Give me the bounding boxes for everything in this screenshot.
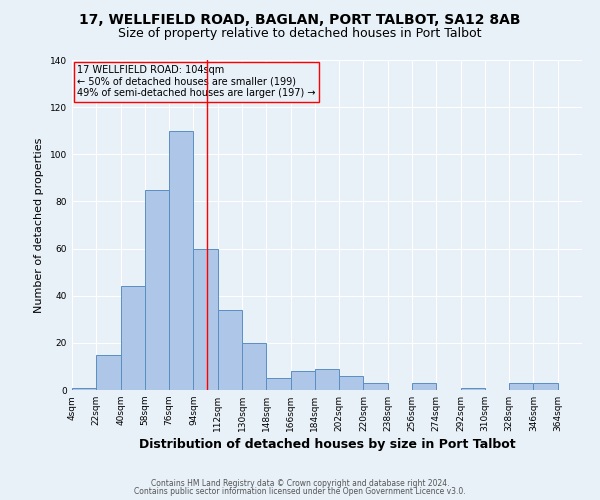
Bar [533,383,558,390]
Bar [72,388,96,390]
Bar [364,383,388,390]
Bar [169,130,193,390]
Bar [266,378,290,390]
Bar [339,376,364,390]
X-axis label: Distribution of detached houses by size in Port Talbot: Distribution of detached houses by size … [139,438,515,451]
Bar [242,343,266,390]
Bar [218,310,242,390]
Text: 17 WELLFIELD ROAD: 104sqm
← 50% of detached houses are smaller (199)
49% of semi: 17 WELLFIELD ROAD: 104sqm ← 50% of detac… [77,65,316,98]
Bar [121,286,145,390]
Text: Contains HM Land Registry data © Crown copyright and database right 2024.: Contains HM Land Registry data © Crown c… [151,478,449,488]
Text: 17, WELLFIELD ROAD, BAGLAN, PORT TALBOT, SA12 8AB: 17, WELLFIELD ROAD, BAGLAN, PORT TALBOT,… [79,12,521,26]
Bar [461,388,485,390]
Bar [193,248,218,390]
Bar [315,369,339,390]
Text: Size of property relative to detached houses in Port Talbot: Size of property relative to detached ho… [118,28,482,40]
Y-axis label: Number of detached properties: Number of detached properties [34,138,44,312]
Text: Contains public sector information licensed under the Open Government Licence v3: Contains public sector information licen… [134,487,466,496]
Bar [290,371,315,390]
Bar [412,383,436,390]
Bar [145,190,169,390]
Bar [96,354,121,390]
Bar [509,383,533,390]
